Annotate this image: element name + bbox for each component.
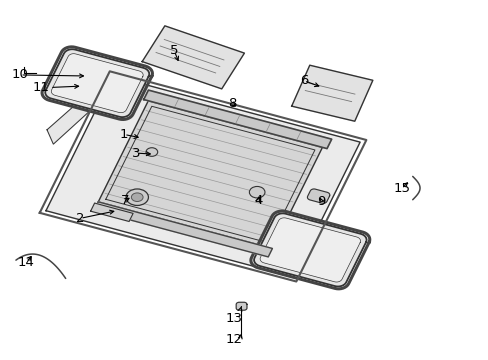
Text: 10: 10 [12,68,29,81]
Text: 2: 2 [76,212,84,225]
Text: 15: 15 [393,182,409,195]
Polygon shape [47,87,101,144]
Polygon shape [254,213,366,287]
Polygon shape [51,54,143,113]
Text: 1: 1 [120,128,128,141]
Text: 3: 3 [132,147,140,159]
Polygon shape [45,49,149,117]
Polygon shape [94,202,272,257]
Polygon shape [142,26,244,89]
Circle shape [126,189,148,206]
Text: 7: 7 [121,194,129,207]
Polygon shape [46,76,359,277]
Circle shape [146,148,158,156]
Circle shape [131,193,143,202]
Text: 8: 8 [228,97,236,110]
Text: 13: 13 [225,311,242,325]
Text: 11: 11 [33,81,50,94]
Text: 6: 6 [299,74,307,87]
Polygon shape [143,90,331,149]
Polygon shape [236,302,246,310]
Text: 12: 12 [225,333,242,346]
Circle shape [249,186,264,198]
Polygon shape [307,189,329,203]
Text: 14: 14 [18,256,35,269]
Text: 5: 5 [170,44,178,57]
Polygon shape [98,101,322,248]
Text: 9: 9 [317,195,325,208]
Text: 4: 4 [253,194,262,207]
Polygon shape [291,65,372,121]
Polygon shape [90,203,133,221]
Polygon shape [260,218,360,282]
